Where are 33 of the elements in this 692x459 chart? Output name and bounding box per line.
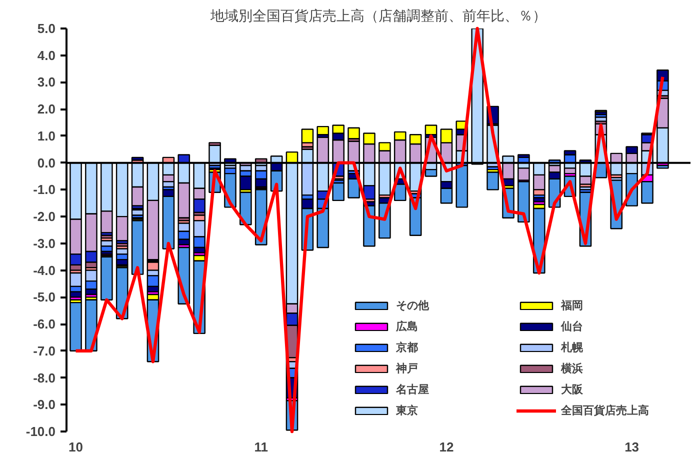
y-tick-label: 1.0 xyxy=(37,128,56,144)
y-tick-label: -9.0 xyxy=(33,397,56,412)
y-tick-label: -7.0 xyxy=(33,343,56,358)
legend-label: 名古屋 xyxy=(396,382,429,398)
legend-label: 札幌 xyxy=(561,340,583,356)
x-tick-label: 12 xyxy=(439,440,454,454)
y-tick-label: -2.0 xyxy=(33,209,56,224)
y-tick-label: -3.0 xyxy=(33,236,56,251)
y-tick-label: -5.0 xyxy=(33,290,56,305)
legend-label: 東京 xyxy=(396,404,418,418)
chart-title: 地域別全国百貨店売上高（店舗調整前、前年比、％） xyxy=(210,8,546,24)
y-tick-label: -1.0 xyxy=(33,182,56,198)
legend-label: 仙台 xyxy=(561,320,583,334)
legend-label: 京都 xyxy=(396,340,418,356)
legend-label: 横浜 xyxy=(561,362,583,376)
legend-label: 神戸 xyxy=(396,362,418,376)
y-tick-label: -4.0 xyxy=(33,262,56,278)
y-tick-label: -10.0 xyxy=(26,424,56,439)
legend-label: 大阪 xyxy=(561,382,583,398)
x-tick-label: 10 xyxy=(68,440,84,454)
legend-label: 全国百貨店売上高 xyxy=(561,404,649,418)
legend-label: 福岡 xyxy=(561,298,583,314)
legend-label: 広島 xyxy=(396,320,418,334)
y-tick-label: 0.0 xyxy=(37,155,56,170)
x-tick-label: 13 xyxy=(624,440,640,454)
y-tick-label: -6.0 xyxy=(33,316,56,332)
x-tick-label: 11 xyxy=(254,440,268,454)
y-tick-label: 2.0 xyxy=(37,102,56,117)
y-tick-label: 5.0 xyxy=(37,21,56,36)
y-tick-label: 4.0 xyxy=(37,48,56,63)
y-tick-label: -8.0 xyxy=(33,370,56,386)
y-tick-label: 3.0 xyxy=(37,74,56,90)
legend-label: その他 xyxy=(396,298,429,314)
